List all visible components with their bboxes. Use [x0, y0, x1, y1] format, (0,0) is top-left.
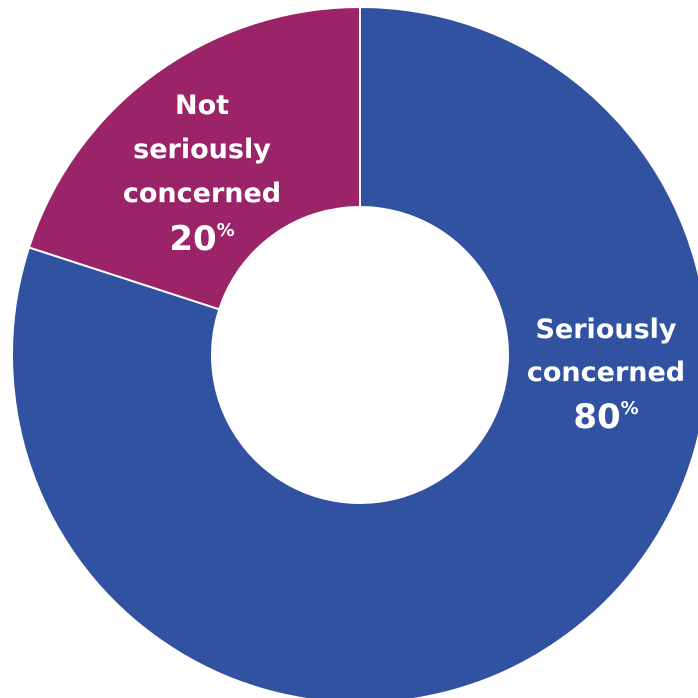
- slice-seriously-concerned: [11, 5, 698, 698]
- slice-value-not-seriously-concerned: 20%: [169, 219, 234, 259]
- slice-not-seriously-concerned: [27, 5, 361, 311]
- labels-layer: Seriously concerned 80% Not seriously co…: [123, 90, 685, 437]
- slice-label-not-seriously-concerned-line-3: concerned: [123, 178, 281, 209]
- slice-label-seriously-concerned-line-1: Seriously: [535, 314, 676, 345]
- slices-layer: [11, 5, 698, 698]
- slice-value-unit: %: [217, 220, 235, 241]
- slice-value-number: 80: [573, 397, 620, 437]
- slice-label-not-seriously-concerned-line-1: Not: [175, 90, 229, 121]
- slice-label-seriously-concerned-line-2: concerned: [527, 357, 685, 388]
- slice-value-seriously-concerned: 80%: [573, 397, 638, 437]
- slice-label-not-seriously-concerned-line-2: seriously: [133, 134, 271, 165]
- slice-value-unit: %: [621, 398, 639, 419]
- slice-value-number: 20: [169, 219, 216, 259]
